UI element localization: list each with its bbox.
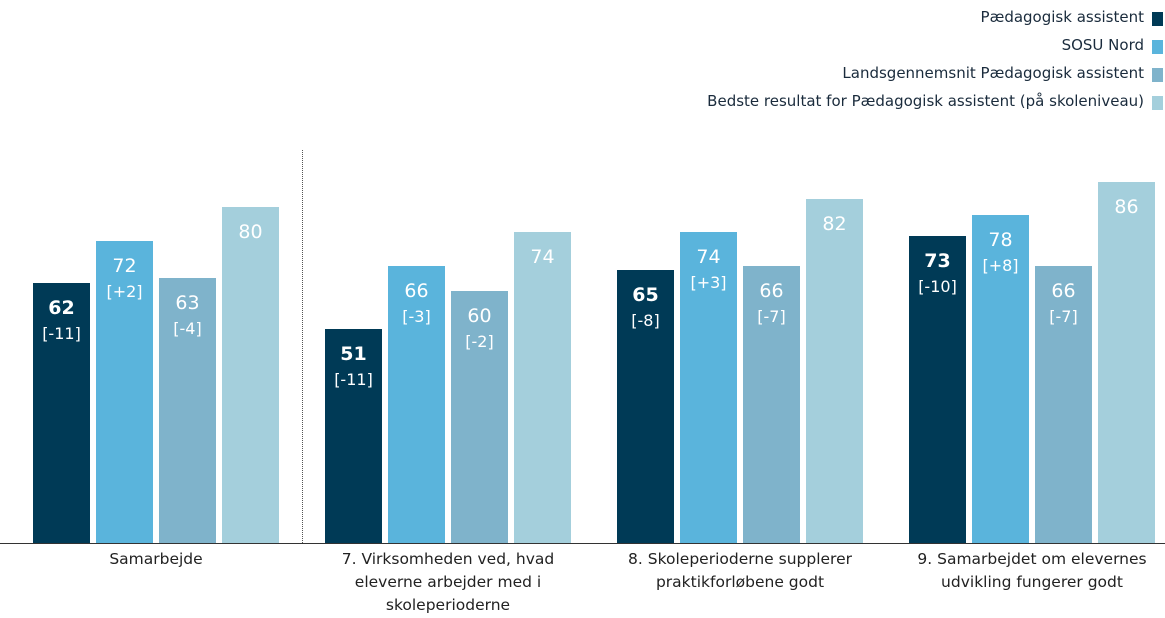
bar [972,215,1029,543]
value-label: 62 [48,296,75,319]
x-tick-label: 9. Samarbejdet om elevernes udvikling fu… [917,550,1147,591]
delta-label: [-8] [631,311,660,330]
legend-swatch [1152,40,1163,54]
bar [451,291,508,543]
delta-label: [+3] [690,273,727,293]
bar [388,265,445,543]
delta-label: [+2] [106,281,143,301]
bar [222,207,279,543]
value-label: 66 [1051,279,1076,302]
value-label: 63 [175,292,200,315]
value-label: 72 [112,254,137,277]
bar [159,278,216,543]
bar [743,265,800,543]
legend-swatch [1152,96,1163,110]
bar [680,232,737,543]
delta-label: [-7] [1049,306,1078,326]
separator [302,150,303,543]
value-label: 82 [822,212,847,235]
value-label: 78 [988,229,1013,252]
delta-label: [-7] [757,306,786,326]
value-label: 60 [467,305,492,327]
baseline [0,543,1165,544]
delta-label: [-3] [402,306,431,326]
bar [33,282,90,543]
value-label: 51 [340,342,367,365]
bar [806,198,863,543]
legend-label: SOSU Nord [1061,36,1144,54]
bar [96,240,153,543]
legend-label: Landsgennemsnit Pædagogisk assistent [842,64,1144,82]
value-label: 65 [632,284,659,306]
legend-label: Pædagogisk assistent [980,8,1144,26]
legend-label: Bedste resultat for Pædagogisk assistent… [707,92,1144,110]
value-label: 74 [530,246,555,269]
x-tick-label: Samarbejde [109,550,203,568]
value-label: 66 [759,279,784,302]
delta-label: [-2] [465,332,494,351]
value-label: 86 [1114,195,1139,218]
bar [514,232,571,543]
bar [1098,181,1155,543]
delta-label: [-4] [173,319,202,339]
bar [1035,265,1092,543]
legend-swatch [1152,12,1163,26]
delta-label: [-11] [42,323,81,343]
x-tick-label: 7. Virksomheden ved, hvad eleverne arbej… [341,550,555,614]
value-label: 66 [404,279,429,302]
delta-label: [-11] [334,369,373,389]
value-label: 80 [238,221,263,243]
x-tick-label: 8. Skoleperioderne supplerer praktikforl… [628,550,852,591]
value-label: 73 [924,250,951,273]
bar [325,328,382,543]
delta-label: [-10] [918,277,957,297]
bar [909,236,966,543]
legend-swatch [1152,68,1163,82]
delta-label: [+8] [982,256,1019,276]
bar [617,270,674,543]
value-label: 74 [696,246,721,269]
